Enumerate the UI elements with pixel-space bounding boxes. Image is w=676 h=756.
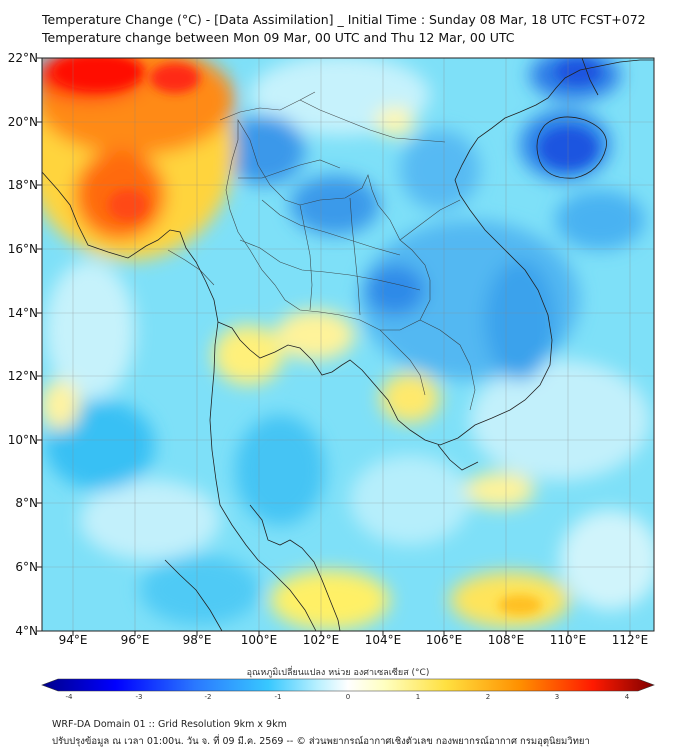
lat-label-12n: 12°N <box>7 369 38 383</box>
lat-label-14n: 14°N <box>7 306 38 320</box>
colorbar-gradient <box>41 678 655 692</box>
lat-label-22n: 22°N <box>7 51 38 65</box>
map-title: Temperature Change (°C) - [Data Assimila… <box>42 12 646 27</box>
colorbar-tick: 3 <box>554 693 560 701</box>
lat-label-20n: 20°N <box>7 115 38 129</box>
colorbar-tick: -1 <box>274 693 282 701</box>
lon-label-102e: 102°E <box>302 633 340 647</box>
temperature-field <box>42 58 654 631</box>
coastlines <box>42 58 654 631</box>
colorbar-tick: -3 <box>135 693 143 701</box>
lon-label-104e: 104°E <box>364 633 402 647</box>
colorbar-tick: 4 <box>624 693 630 701</box>
lat-label-4n: 4°N <box>15 624 38 638</box>
lon-label-94e: 94°E <box>58 633 88 647</box>
axis-ticks <box>37 57 631 636</box>
lat-label-16n: 16°N <box>7 242 38 256</box>
lat-label-8n: 8°N <box>15 496 38 510</box>
colorbar-tick: -4 <box>65 693 73 701</box>
footer-credit: ปรับปรุงข้อมูล ณ เวลา 01:00น. วัน จ. ที่… <box>52 736 590 747</box>
colorbar <box>41 678 655 692</box>
lon-label-108e: 108°E <box>487 633 525 647</box>
lon-label-100e: 100°E <box>240 633 278 647</box>
lon-label-112e: 112°E <box>611 633 649 647</box>
colorbar-tick: 1 <box>415 693 421 701</box>
lat-label-18n: 18°N <box>7 178 38 192</box>
colorbar-tick: 2 <box>485 693 491 701</box>
lat-label-6n: 6°N <box>15 560 38 574</box>
admin-borders <box>167 91 476 411</box>
map-subtitle: Temperature change between Mon 09 Mar, 0… <box>42 30 515 45</box>
graticule <box>42 58 654 631</box>
footer-model-info: WRF-DA Domain 01 :: Grid Resolution 9km … <box>52 719 287 730</box>
lon-label-106e: 106°E <box>425 633 463 647</box>
lat-label-10n: 10°N <box>7 433 38 447</box>
colorbar-tick: 0 <box>345 693 351 701</box>
colorbar-title: อุณหภูมิเปลี่ยนแปลง หน่วย องศาเซลเซียส (… <box>246 668 430 678</box>
lon-label-96e: 96°E <box>120 633 150 647</box>
lon-label-110e: 110°E <box>549 633 587 647</box>
map-frame <box>41 57 655 632</box>
lon-label-98e: 98°E <box>182 633 212 647</box>
colorbar-tick: -2 <box>204 693 212 701</box>
